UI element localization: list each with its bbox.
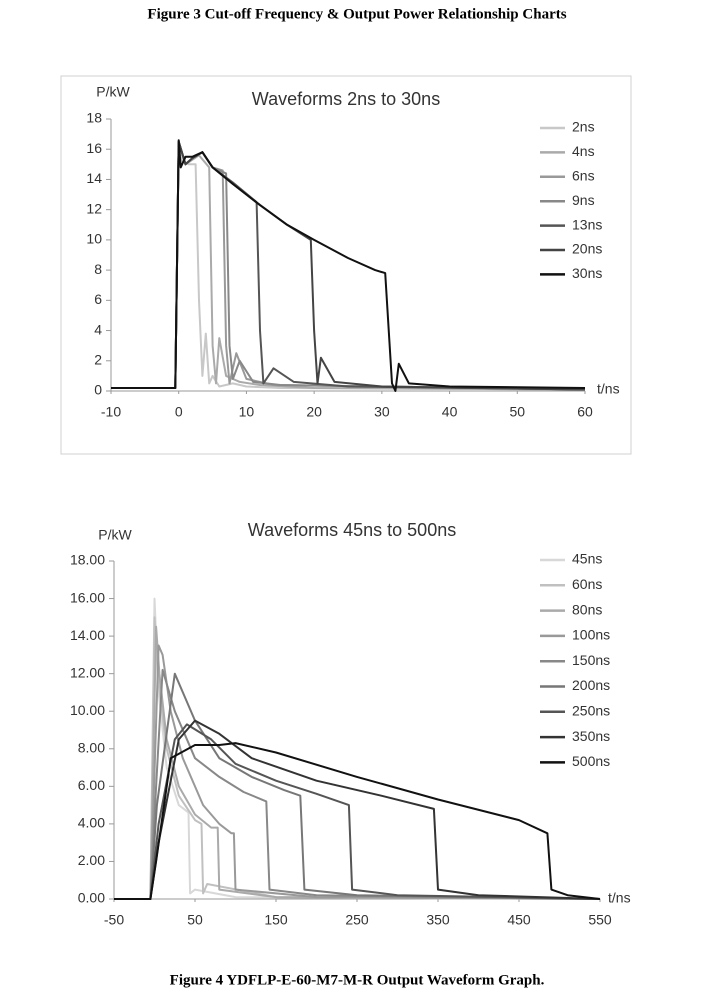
legend-label: 200ns	[572, 677, 610, 693]
chart-frame	[60, 75, 632, 455]
legend-label: 60ns	[572, 576, 602, 592]
legend-label: 20ns	[572, 241, 602, 257]
x-tick-label: 10	[239, 404, 255, 420]
y-axis-label: P/kW	[98, 527, 132, 543]
y-tick-label: 12	[86, 200, 102, 216]
x-tick-label: 550	[588, 912, 612, 928]
y-tick-label: 2.00	[78, 852, 105, 868]
y-tick-label: 6	[94, 291, 102, 307]
legend-label: 150ns	[572, 652, 610, 668]
legend-label: 100ns	[572, 627, 610, 643]
y-tick-label: 8	[94, 261, 102, 277]
y-tick-label: 8.00	[78, 739, 105, 755]
x-tick-label: 30	[374, 404, 390, 420]
legend-label: 45ns	[572, 551, 602, 567]
caption: Figure 3 Cut-off Frequency & Output Powe…	[147, 6, 566, 22]
x-axis-label: t/ns	[608, 890, 631, 906]
y-tick-label: 18.00	[70, 552, 105, 568]
x-tick-label: 50	[509, 404, 525, 420]
legend-label: 350ns	[572, 728, 610, 744]
y-tick-label: 4.00	[78, 815, 105, 831]
x-tick-label: 350	[426, 912, 450, 928]
x-tick-label: 0	[175, 404, 183, 420]
legend-label: 2ns	[572, 119, 595, 135]
legend-label: 30ns	[572, 265, 602, 281]
y-tick-label: 2	[94, 351, 102, 367]
x-axis-label: t/ns	[597, 381, 620, 397]
x-tick-label: 60	[577, 404, 593, 420]
series-line	[114, 625, 601, 900]
y-tick-label: 10	[86, 231, 102, 247]
legend-label: 500ns	[572, 753, 610, 769]
series-line	[111, 140, 586, 391]
x-tick-label: 40	[442, 404, 458, 420]
series-line	[114, 616, 601, 900]
legend-label: 9ns	[572, 192, 595, 208]
chart-title: Waveforms 45ns to 500ns	[248, 520, 456, 540]
series-line	[111, 140, 586, 391]
series-line	[111, 140, 586, 391]
y-tick-label: 18	[86, 110, 102, 126]
x-tick-label: -10	[101, 404, 121, 420]
y-tick-label: 14	[86, 170, 102, 186]
series-line	[114, 672, 601, 900]
series-line	[111, 140, 586, 391]
series-line	[114, 723, 601, 900]
x-tick-label: 150	[264, 912, 288, 928]
x-tick-label: 20	[306, 404, 322, 420]
y-tick-label: 16	[86, 140, 102, 156]
series-line	[114, 719, 601, 900]
y-tick-label: 0.00	[78, 890, 105, 906]
legend-label: 4ns	[572, 143, 595, 159]
legend-label: 250ns	[572, 703, 610, 719]
chart-title: Waveforms 2ns to 30ns	[252, 89, 440, 109]
caption: Figure 4 YDFLP-E-60-M7-M-R Output Wavefo…	[170, 972, 545, 988]
y-tick-label: 10.00	[70, 702, 105, 718]
y-tick-label: 16.00	[70, 589, 105, 605]
series-line	[114, 742, 601, 900]
x-tick-label: 450	[507, 912, 531, 928]
series-line	[111, 142, 586, 391]
x-tick-label: 50	[187, 912, 203, 928]
series-line	[114, 644, 601, 900]
legend-label: 13ns	[572, 216, 602, 232]
series-line	[114, 668, 601, 900]
y-axis-label: P/kW	[96, 84, 130, 100]
legend-label: 6ns	[572, 168, 595, 184]
y-tick-label: 6.00	[78, 777, 105, 793]
series-line	[111, 148, 586, 391]
y-tick-label: 4	[94, 321, 102, 337]
x-tick-label: -50	[104, 912, 124, 928]
x-tick-label: 250	[345, 912, 369, 928]
y-tick-label: 12.00	[70, 664, 105, 680]
legend-label: 80ns	[572, 601, 602, 617]
y-tick-label: 14.00	[70, 627, 105, 643]
y-tick-label: 0	[94, 382, 102, 398]
series-line	[111, 139, 586, 392]
